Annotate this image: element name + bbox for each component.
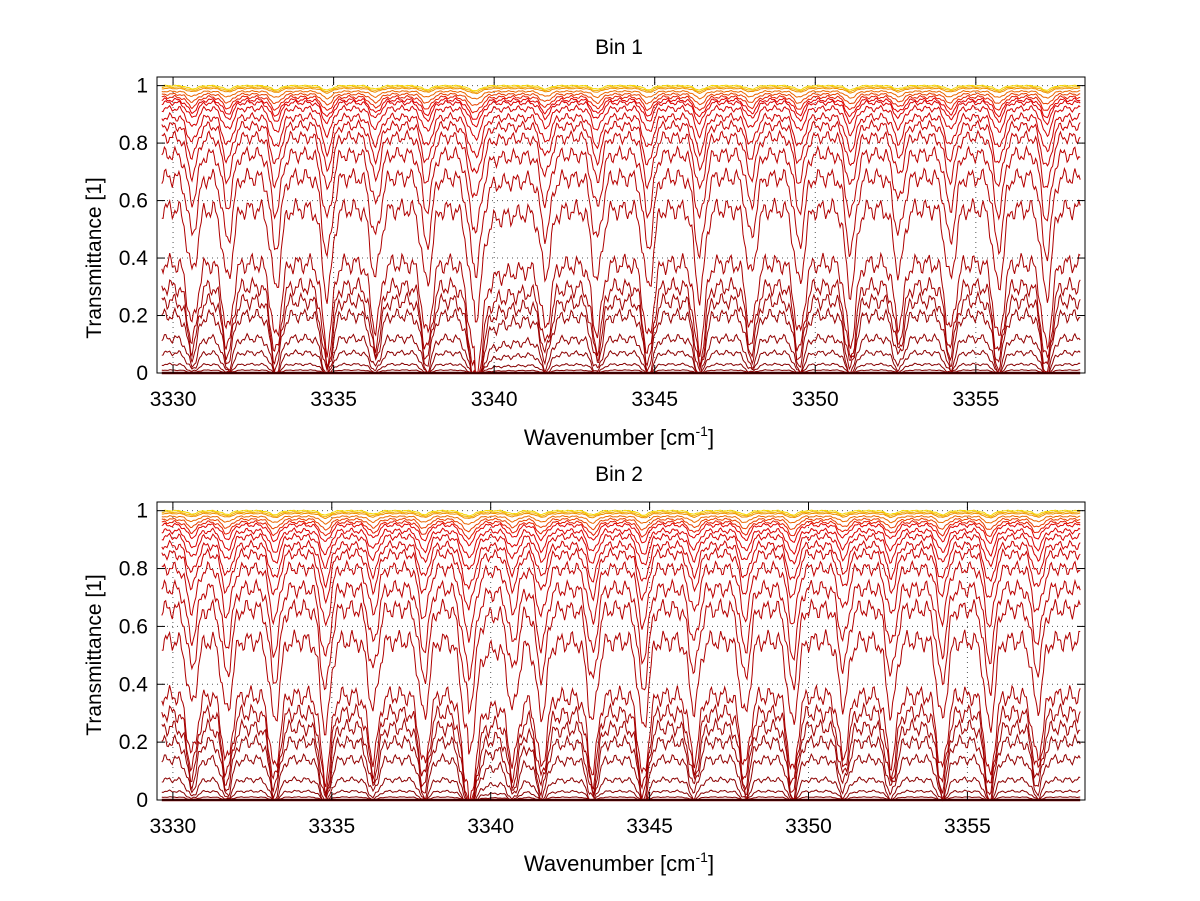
y-tick-label: 0.4: [119, 673, 149, 696]
transmittance-series: [161, 789, 1081, 801]
transmittance-series: [161, 702, 1081, 801]
transmittance-series: [161, 119, 1081, 175]
y-axis-label: Transmittance [1]: [83, 574, 106, 735]
axes-box: [156, 76, 1086, 374]
transmittance-series: [161, 362, 1081, 374]
transmittance-series: [161, 349, 1081, 374]
tick-marks: 3330 3335 3340 3345 3350 3355 0 0.2 0.4 0.6 0.8 1: [119, 75, 1085, 411]
x-tick-label: 3350: [785, 815, 832, 838]
transmittance-series: [161, 522, 1081, 547]
transmittance-series: [161, 251, 1081, 373]
y-tick-label: 0.6: [119, 615, 148, 638]
transmittance-series: [161, 717, 1081, 801]
transmittance-series: [161, 546, 1081, 611]
x-tick-label: 3345: [631, 388, 678, 411]
y-tick-label: 0: [136, 789, 148, 812]
transmittance-series: [161, 104, 1081, 142]
chart-title: Bin 2: [595, 463, 643, 486]
transmittance-series: [161, 144, 1081, 234]
transmittance-series: [161, 87, 1081, 95]
y-tick-label: 0.8: [119, 132, 148, 155]
transmittance-series: [161, 97, 1081, 120]
transmittance-series: [161, 332, 1081, 375]
tick-marks: 3330 3335 3340 3345 3350 3355 0 0.2 0.4 0.6 0.8 1: [119, 500, 1085, 838]
y-tick-label: 1: [136, 500, 148, 523]
transmittance-series: [161, 92, 1081, 107]
transmittance-series: [161, 752, 1081, 802]
chart-panel-bin-1: Bin 1 3330 3335 3340 3345 3350 3355 0 0.2 0.4 0.6…: [83, 36, 1086, 450]
x-tick-label: 3330: [150, 388, 197, 411]
y-tick-label: 0.2: [119, 731, 148, 754]
transmittance-series: [161, 539, 1081, 591]
transmittance-series: [161, 517, 1081, 533]
transmittance-series: [161, 578, 1081, 682]
transmittance-series: [161, 519, 1081, 541]
x-axis-label: Wavenumber [cm-1]: [524, 423, 714, 450]
x-tick-label: 3335: [310, 388, 357, 411]
y-tick-label: 1: [136, 75, 148, 98]
transmittance-series: [161, 511, 1081, 518]
chart-panel-bin-2: Bin 2 3330 3335 3340 3345 3350 3355 0 0.2 0.4 0.6…: [83, 463, 1086, 876]
transmittance-series: [161, 89, 1081, 100]
transmittance-series: [161, 597, 1081, 715]
transmittance-series: [161, 276, 1081, 374]
transmittance-series: [161, 509, 1081, 517]
transmittance-series: [161, 515, 1081, 525]
y-tick-label: 0.8: [119, 558, 148, 581]
transmittance-series: [161, 775, 1081, 801]
x-tick-label: 3340: [471, 388, 518, 411]
y-tick-label: 0.2: [119, 305, 148, 328]
x-axis-label: Wavenumber [cm-1]: [524, 849, 714, 876]
transmittance-series: [161, 559, 1081, 643]
y-tick-label: 0.4: [119, 247, 149, 270]
transmittance-series: [161, 369, 1081, 374]
chart-title: Bin 1: [595, 36, 643, 59]
transmittance-series: [161, 85, 1081, 93]
transmittance-series: [161, 94, 1081, 114]
transmittance-series: [161, 629, 1081, 755]
series-group: [161, 84, 1081, 375]
x-tick-label: 3355: [944, 815, 991, 838]
transmittance-series: [161, 99, 1081, 128]
x-tick-label: 3330: [150, 815, 197, 838]
axes-box: [156, 501, 1086, 801]
transmittance-series: [161, 733, 1081, 802]
transmittance-series: [161, 532, 1081, 571]
transmittance-series: [161, 512, 1081, 520]
transmittance-series: [161, 527, 1081, 559]
transmittance-series: [161, 290, 1081, 374]
y-axis-label: Transmittance [1]: [83, 177, 106, 338]
y-tick-label: 0.6: [119, 190, 148, 213]
transmittance-series: [161, 111, 1081, 159]
transmittance-series: [161, 796, 1081, 801]
x-tick-label: 3355: [952, 388, 999, 411]
transmittance-series: [161, 306, 1081, 374]
y-tick-label: 0: [136, 362, 148, 385]
x-tick-label: 3335: [308, 815, 355, 838]
x-tick-label: 3350: [792, 388, 839, 411]
transmittance-series: [161, 166, 1081, 279]
x-tick-label: 3345: [626, 815, 673, 838]
x-tick-label: 3340: [467, 815, 514, 838]
transmittance-series: [161, 84, 1081, 92]
transmittance-series: [161, 683, 1081, 801]
transmittance-series: [161, 129, 1081, 199]
transmittance-series: [161, 197, 1081, 323]
